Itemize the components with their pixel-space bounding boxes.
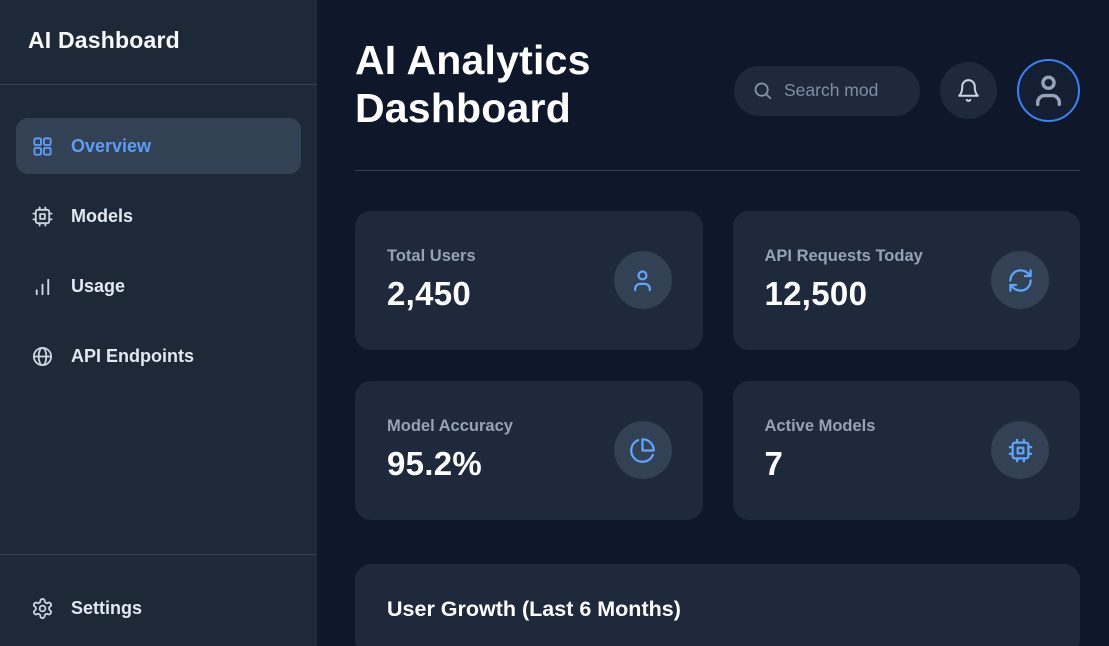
- stat-value: 2,450: [387, 275, 472, 313]
- cpu-icon: [31, 205, 54, 228]
- bell-icon: [956, 78, 981, 103]
- stat-card-model-accuracy: Model Accuracy 95.2%: [355, 380, 703, 520]
- sidebar-item-label: Models: [71, 205, 134, 226]
- avatar[interactable]: [1017, 59, 1080, 123]
- sidebar-nav: Overview Models Usage: [0, 85, 317, 384]
- stat-card-api-requests: API Requests Today 12,500: [732, 210, 1080, 350]
- globe-icon: [31, 345, 54, 368]
- grid-icon: [31, 135, 54, 158]
- main-content: AI Analytics Dashboard: [317, 0, 1109, 646]
- cpu-icon: [991, 421, 1049, 480]
- sidebar-item-label: API Endpoints: [71, 345, 194, 366]
- search-input[interactable]: [784, 80, 908, 102]
- stat-label: Active Models: [764, 417, 876, 436]
- user-icon: [613, 251, 672, 310]
- app-title: AI Dashboard: [28, 27, 180, 53]
- stats-grid: Total Users 2,450 API Requests Today 12,…: [355, 210, 1080, 520]
- user-icon: [1030, 72, 1067, 109]
- user-growth-title: User Growth (Last 6 Months): [387, 596, 681, 621]
- gear-icon: [31, 597, 54, 620]
- stat-value: 12,500: [764, 275, 868, 313]
- page-title: AI Analytics Dashboard: [355, 37, 591, 132]
- notifications-button[interactable]: [940, 62, 997, 120]
- bar-chart-icon: [31, 275, 54, 298]
- sidebar-footer: Settings: [0, 554, 317, 646]
- header-actions: [734, 49, 1080, 133]
- header-divider: [355, 169, 1080, 171]
- search-icon: [752, 80, 773, 101]
- sidebar: AI Dashboard Overview Mo: [0, 0, 317, 646]
- stat-label: Model Accuracy: [387, 417, 513, 436]
- sidebar-item-label: Overview: [71, 135, 152, 156]
- search-box[interactable]: [734, 65, 920, 116]
- refresh-icon: [991, 251, 1049, 310]
- stat-card-total-users: Total Users 2,450: [355, 210, 703, 350]
- sidebar-item-settings[interactable]: Settings: [16, 580, 301, 636]
- stat-label: Total Users: [387, 247, 476, 266]
- stat-label: API Requests Today: [764, 247, 923, 266]
- pie-chart-icon: [613, 421, 672, 480]
- sidebar-item-overview[interactable]: Overview: [16, 118, 301, 174]
- sidebar-header: AI Dashboard: [0, 0, 317, 85]
- sidebar-item-label: Settings: [71, 597, 143, 618]
- sidebar-item-models[interactable]: Models: [16, 188, 301, 244]
- sidebar-item-api-endpoints[interactable]: API Endpoints: [16, 328, 301, 384]
- stat-card-active-models: Active Models 7: [732, 380, 1080, 520]
- sidebar-item-usage[interactable]: Usage: [16, 258, 301, 314]
- stat-value: 95.2%: [387, 445, 483, 483]
- stat-value: 7: [764, 445, 784, 483]
- sidebar-item-label: Usage: [71, 275, 126, 296]
- user-growth-card: User Growth (Last 6 Months): [355, 563, 1080, 646]
- page-header: AI Analytics Dashboard: [355, 36, 1080, 133]
